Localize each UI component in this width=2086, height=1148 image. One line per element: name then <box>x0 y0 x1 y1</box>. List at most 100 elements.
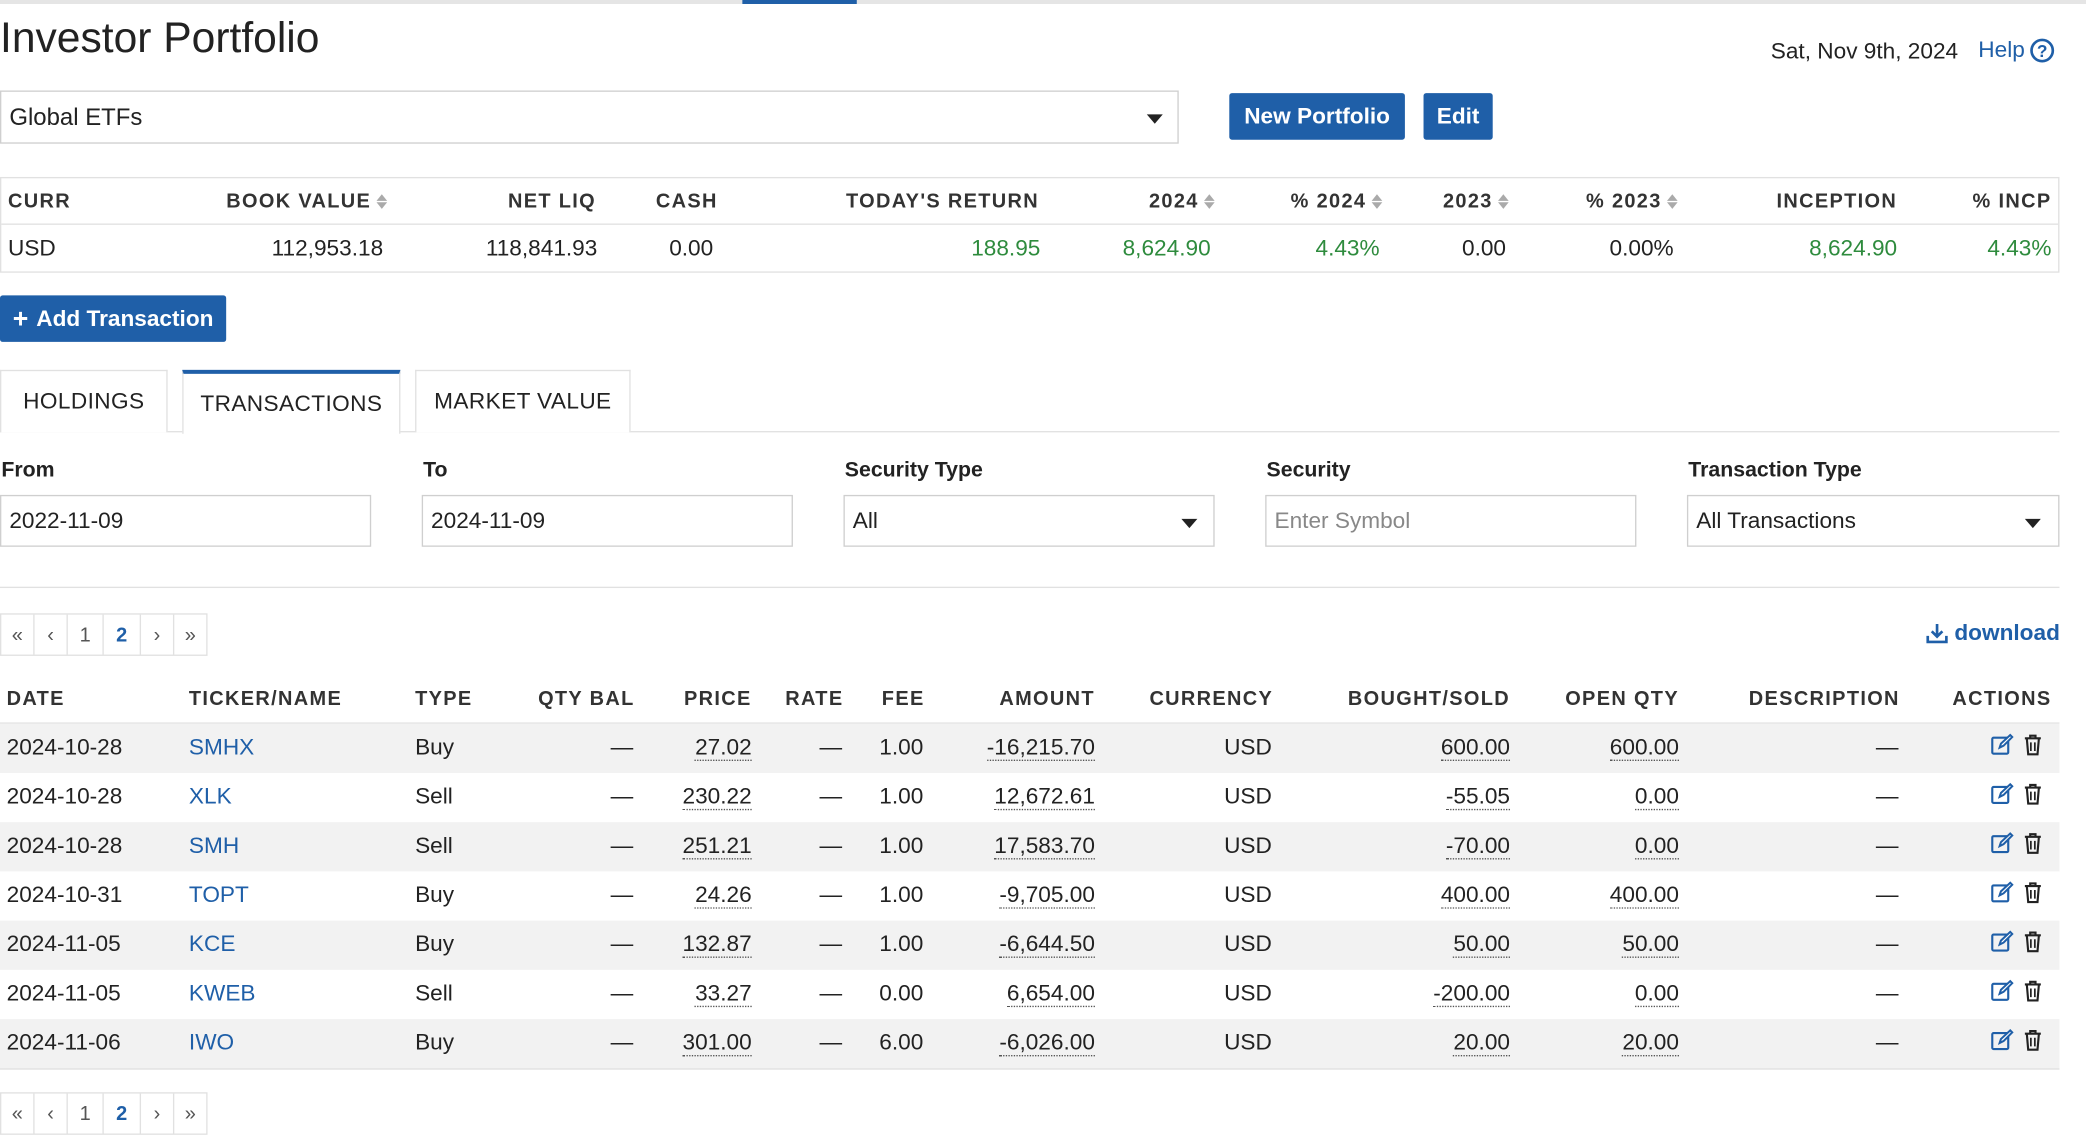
cell-qty-bal: — <box>610 882 634 908</box>
cell-qty-bal: — <box>610 931 634 957</box>
edit-icon[interactable] <box>1990 930 2014 954</box>
help-label: Help <box>1978 37 2025 63</box>
pager-last[interactable]: » <box>184 1102 196 1125</box>
cell-rate: — <box>819 734 843 760</box>
tab-transactions[interactable]: TRANSACTIONS <box>182 369 401 434</box>
cell-amount: 6,654.00 <box>1006 980 1095 1008</box>
row-actions <box>1990 832 2045 856</box>
col-header-fee[interactable]: FEE <box>881 687 925 711</box>
pager-last[interactable]: » <box>184 623 196 646</box>
cell-rate: — <box>819 832 843 859</box>
col-header-qty-bal[interactable]: QTY BAL <box>538 687 635 711</box>
cell-open-qty: 50.00 <box>1622 931 1679 958</box>
col-header-bought-sold[interactable]: BOUGHT/SOLD <box>1347 687 1511 711</box>
tab-holdings[interactable]: HOLDINGS <box>0 369 168 433</box>
sort-icon <box>1204 194 1215 209</box>
from-date-input[interactable]: 2022-11-09 <box>0 494 372 547</box>
trash-icon[interactable] <box>2021 782 2045 806</box>
pager-first[interactable]: « <box>1 614 35 655</box>
table-row: 2024-11-05 KWEB Sell — 33.27 — 0.00 6,654.00 USD… <box>0 970 2059 1019</box>
row-actions <box>1990 733 2045 757</box>
summary-header-cash: CASH <box>655 190 718 213</box>
top-nav-line <box>0 0 2086 4</box>
sort-icon <box>1498 194 1509 209</box>
summary-header-pct-2024[interactable]: % 2024 <box>1291 190 1383 213</box>
pager-page-2[interactable]: 2 <box>104 614 142 655</box>
security-symbol-input[interactable]: Enter Symbol <box>1265 494 1637 547</box>
new-portfolio-button[interactable]: New Portfolio <box>1229 93 1405 140</box>
col-header-description[interactable]: DESCRIPTION <box>1748 687 1900 711</box>
to-label: To <box>423 458 448 482</box>
cell-bought-sold: -55.05 <box>1445 783 1511 811</box>
portfolio-select[interactable]: Global ETFs <box>0 90 1179 144</box>
col-header-currency[interactable]: CURRENCY <box>1149 687 1274 711</box>
transaction-type-select[interactable]: All Transactions <box>1686 494 2060 547</box>
cell-amount: -6,026.00 <box>999 1029 1095 1057</box>
col-header-ticker[interactable]: TICKER/NAME <box>188 687 343 711</box>
cell-currency: USD <box>1224 734 1272 760</box>
cell-bought-sold: 20.00 <box>1453 1029 1511 1057</box>
summary-value-cash: 0.00 <box>669 235 714 261</box>
security-type-select[interactable]: All <box>843 494 1215 547</box>
trash-icon[interactable] <box>2021 1028 2045 1052</box>
to-date-input[interactable]: 2024-11-09 <box>421 494 793 547</box>
col-header-type[interactable]: TYPE <box>415 687 473 711</box>
summary-value-net-liq: 118,841.93 <box>485 235 598 261</box>
trash-icon[interactable] <box>2021 881 2045 905</box>
cell-date: 2024-10-31 <box>6 882 123 908</box>
edit-icon[interactable] <box>1990 1028 2014 1052</box>
pager-prev[interactable]: ‹ <box>35 614 68 655</box>
edit-icon[interactable] <box>1990 782 2014 806</box>
cell-open-qty: 20.00 <box>1622 1029 1679 1057</box>
trash-icon[interactable] <box>2021 979 2045 1003</box>
cell-ticker-link: SMH <box>188 832 240 859</box>
help-link[interactable]: Help ? <box>1978 37 2055 64</box>
trash-icon[interactable] <box>2021 733 2045 757</box>
edit-portfolio-button[interactable]: Edit <box>1423 93 1493 140</box>
chevron-down-icon <box>1146 114 1163 124</box>
cell-currency: USD <box>1224 931 1272 957</box>
cell-fee: 1.00 <box>879 882 924 908</box>
trash-icon[interactable] <box>2021 832 2045 856</box>
cell-ticker-link: IWO <box>188 1029 235 1056</box>
table-row: 2024-11-05 KCE Buy — 132.87 — 1.00 -6,644.50 USD… <box>0 920 2060 970</box>
col-header-amount[interactable]: AMOUNT <box>999 687 1095 711</box>
cell-currency: USD <box>1224 832 1272 859</box>
pager-next[interactable]: › <box>141 1093 175 1134</box>
pager-page-2[interactable]: 2 <box>104 1093 142 1134</box>
summary-header-2024[interactable]: 2024 <box>1149 190 1215 213</box>
pager-next[interactable]: › <box>141 614 175 655</box>
cell-qty-bal: — <box>610 734 634 760</box>
add-transaction-button[interactable]: + Add Transaction <box>0 295 227 342</box>
pager-page-1[interactable]: 1 <box>68 1093 104 1134</box>
summary-header-pct-2023[interactable]: % 2023 <box>1586 190 1678 213</box>
table-row: 2024-10-28 SMH Sell — 251.21 — 1.00 17,583.70 US… <box>0 822 2060 872</box>
edit-icon[interactable] <box>1990 733 2014 757</box>
cell-price: 251.21 <box>682 832 752 860</box>
download-link[interactable]: download <box>1925 620 2060 647</box>
cell-rate: — <box>819 783 843 809</box>
col-header-date[interactable]: DATE <box>6 687 65 711</box>
edit-icon[interactable] <box>1990 881 2014 905</box>
pager-page-1[interactable]: 1 <box>68 614 104 655</box>
edit-icon[interactable] <box>1990 832 2014 856</box>
table-row: 2024-11-06 IWO Buy — 301.00 — 6.00 -6,026.00 USD… <box>0 1019 2060 1070</box>
trash-icon[interactable] <box>2021 930 2045 954</box>
summary-value-book-value: 112,953.18 <box>271 235 384 261</box>
summary-header-2023[interactable]: 2023 <box>1443 190 1509 213</box>
pager-prev[interactable]: ‹ <box>35 1093 68 1134</box>
cell-price: 301.00 <box>682 1029 752 1057</box>
cell-type: Buy <box>415 931 455 957</box>
col-header-price[interactable]: PRICE <box>684 687 752 711</box>
cell-description: — <box>1875 931 1899 957</box>
edit-icon[interactable] <box>1990 979 2014 1003</box>
cell-fee: 6.00 <box>879 1029 924 1056</box>
cell-rate: — <box>819 882 843 908</box>
col-header-open-qty[interactable]: OPEN QTY <box>1565 687 1679 711</box>
pager-first[interactable]: « <box>1 1093 35 1134</box>
tab-market-value[interactable]: MARKET VALUE <box>415 369 631 433</box>
cell-ticker-link: KCE <box>188 931 236 957</box>
plus-icon: + <box>12 303 29 334</box>
summary-header-book-value[interactable]: BOOK VALUE <box>226 190 388 213</box>
col-header-rate[interactable]: RATE <box>785 687 844 711</box>
